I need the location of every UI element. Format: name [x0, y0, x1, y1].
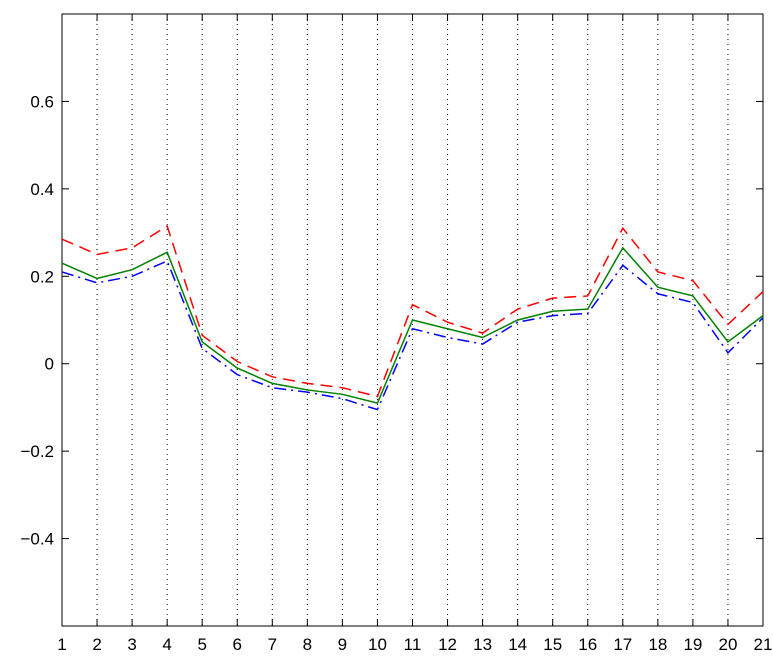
- x-tick-label: 17: [613, 635, 632, 654]
- x-tick-label: 8: [303, 635, 312, 654]
- x-tick-label: 7: [268, 635, 277, 654]
- data-line: [61, 259, 764, 411]
- x-tick-label: 14: [508, 635, 527, 654]
- x-tick-label: 16: [578, 635, 597, 654]
- data-line: [61, 224, 764, 398]
- x-tick-label: 21: [754, 635, 773, 654]
- data-line: [61, 246, 764, 404]
- x-tick-label: 15: [543, 635, 562, 654]
- y-tick-label: 0.2: [30, 267, 54, 286]
- y-tick-label: 0.6: [30, 92, 54, 111]
- y-tick-label: −0.2: [20, 442, 54, 461]
- x-tick-label: 12: [438, 635, 457, 654]
- x-tick-label: 6: [233, 635, 242, 654]
- x-tick-label: 1: [57, 635, 66, 654]
- x-tick-label: 9: [338, 635, 347, 654]
- y-tick-label: 0.4: [30, 180, 54, 199]
- y-tick-label: −0.4: [20, 530, 54, 549]
- x-tick-label: 10: [368, 635, 387, 654]
- plot-frame: [61, 13, 764, 627]
- x-tick-label: 18: [648, 635, 667, 654]
- x-tick-label: 19: [683, 635, 702, 654]
- x-tick-label: 2: [92, 635, 101, 654]
- x-tick-label: 11: [404, 635, 422, 654]
- y-tick-label: 0: [45, 355, 54, 374]
- x-tick-label: 5: [197, 635, 206, 654]
- x-tick-label: 20: [718, 635, 737, 654]
- x-tick-label: 3: [127, 635, 136, 654]
- x-tick-label: 13: [473, 635, 492, 654]
- x-tick-label: 4: [162, 635, 171, 654]
